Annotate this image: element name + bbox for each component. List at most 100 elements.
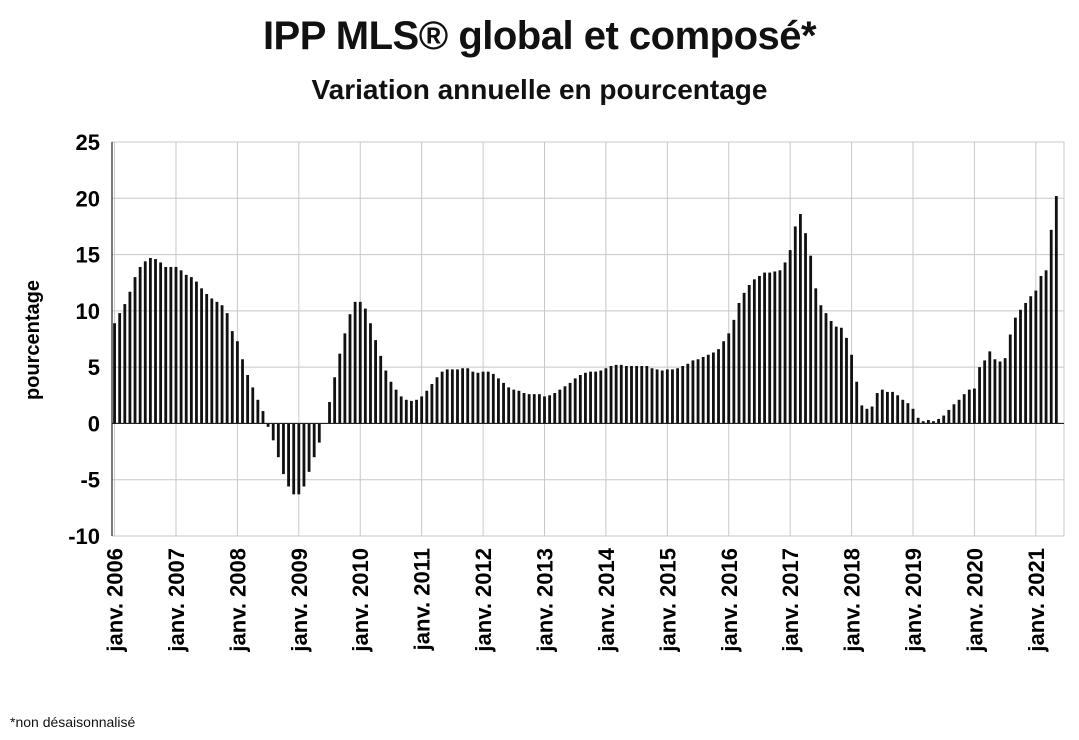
y-tick-label: 0 xyxy=(88,411,100,436)
bar xyxy=(348,314,352,424)
bar xyxy=(435,377,439,424)
bar xyxy=(282,423,285,475)
bar xyxy=(553,393,557,424)
bar xyxy=(164,266,168,424)
bar xyxy=(404,399,408,424)
y-axis-label: pourcentage xyxy=(22,280,44,400)
bar xyxy=(195,281,198,424)
bar xyxy=(415,399,418,424)
bar xyxy=(783,262,787,424)
bar xyxy=(609,366,613,424)
bar xyxy=(343,333,347,424)
bar xyxy=(671,369,674,424)
bar xyxy=(962,394,966,424)
bar xyxy=(747,284,751,424)
bar xyxy=(891,391,894,424)
x-tick-label: janv. 2012 xyxy=(471,548,496,653)
bar xyxy=(691,360,695,424)
bar xyxy=(271,423,275,441)
bar xyxy=(850,354,853,424)
bar xyxy=(266,423,270,427)
y-tick-label: 20 xyxy=(76,186,100,211)
y-tick-label: 10 xyxy=(76,299,100,324)
bar xyxy=(978,367,981,424)
bar xyxy=(486,371,490,424)
bar xyxy=(410,400,413,424)
bar xyxy=(1029,296,1033,424)
bar xyxy=(1054,196,1058,424)
bar xyxy=(174,266,178,424)
chart-title: IPP MLS® global et composé* xyxy=(262,14,817,58)
bar xyxy=(440,371,444,424)
bar xyxy=(998,361,1002,424)
bar xyxy=(773,271,777,424)
bar xyxy=(379,355,383,424)
bar xyxy=(563,386,567,424)
y-tick-labels: 25 20 15 10 5 0 -5 -10 xyxy=(68,130,100,549)
bar xyxy=(819,305,823,424)
bar xyxy=(138,266,142,424)
bar xyxy=(845,337,848,424)
bar xyxy=(701,357,705,424)
x-tick-label: janv. 2006 xyxy=(103,548,128,653)
plot-area-border xyxy=(111,141,1065,537)
bar xyxy=(650,368,654,424)
bar xyxy=(200,288,203,424)
bar xyxy=(758,275,761,424)
bar xyxy=(1003,358,1007,424)
bar xyxy=(1013,317,1017,424)
bar xyxy=(584,372,587,424)
bar xyxy=(1049,229,1053,424)
x-tick-label: janv. 2014 xyxy=(594,547,619,652)
bar xyxy=(875,393,879,424)
bar xyxy=(901,399,905,424)
chart-subtitle: Variation annuelle en pourcentage xyxy=(311,74,768,105)
bar xyxy=(517,390,521,424)
bar xyxy=(988,351,992,424)
bar xyxy=(1024,302,1028,424)
bar xyxy=(507,387,511,424)
bar xyxy=(860,405,864,424)
y-tick-label: 5 xyxy=(88,355,100,380)
bar xyxy=(532,394,536,424)
bar xyxy=(302,423,306,487)
bar xyxy=(624,366,628,424)
bar xyxy=(788,250,792,424)
bar xyxy=(118,313,122,424)
bar xyxy=(793,226,797,424)
x-tick-label: janv. 2020 xyxy=(962,548,987,653)
bar xyxy=(471,371,475,424)
bar xyxy=(742,292,746,424)
bar xyxy=(497,378,500,424)
bar xyxy=(159,262,163,424)
bar xyxy=(133,277,137,424)
x-tick-label: janv. 2007 xyxy=(164,548,189,653)
bar xyxy=(778,270,782,424)
bar xyxy=(179,270,183,424)
bar xyxy=(246,375,250,424)
y-tick-label: 25 xyxy=(76,130,100,155)
bar xyxy=(645,366,649,424)
bar xyxy=(353,301,357,424)
bar xyxy=(215,301,219,424)
y-tick-label: -10 xyxy=(68,524,100,549)
bar xyxy=(717,349,720,424)
bar xyxy=(619,364,623,424)
bar xyxy=(896,395,900,424)
bar xyxy=(681,366,685,424)
bar xyxy=(154,259,157,424)
bar xyxy=(445,369,449,424)
bar xyxy=(225,313,229,424)
bar xyxy=(210,298,214,424)
bar xyxy=(926,420,930,424)
bar xyxy=(307,423,311,472)
bar xyxy=(660,370,664,424)
bar xyxy=(599,370,603,424)
x-tick-label: janv. 2013 xyxy=(533,548,558,653)
bar xyxy=(522,393,526,424)
bar xyxy=(834,326,838,424)
bar xyxy=(384,370,388,424)
bar xyxy=(425,390,429,424)
axes xyxy=(111,142,1064,536)
bar xyxy=(235,341,239,424)
